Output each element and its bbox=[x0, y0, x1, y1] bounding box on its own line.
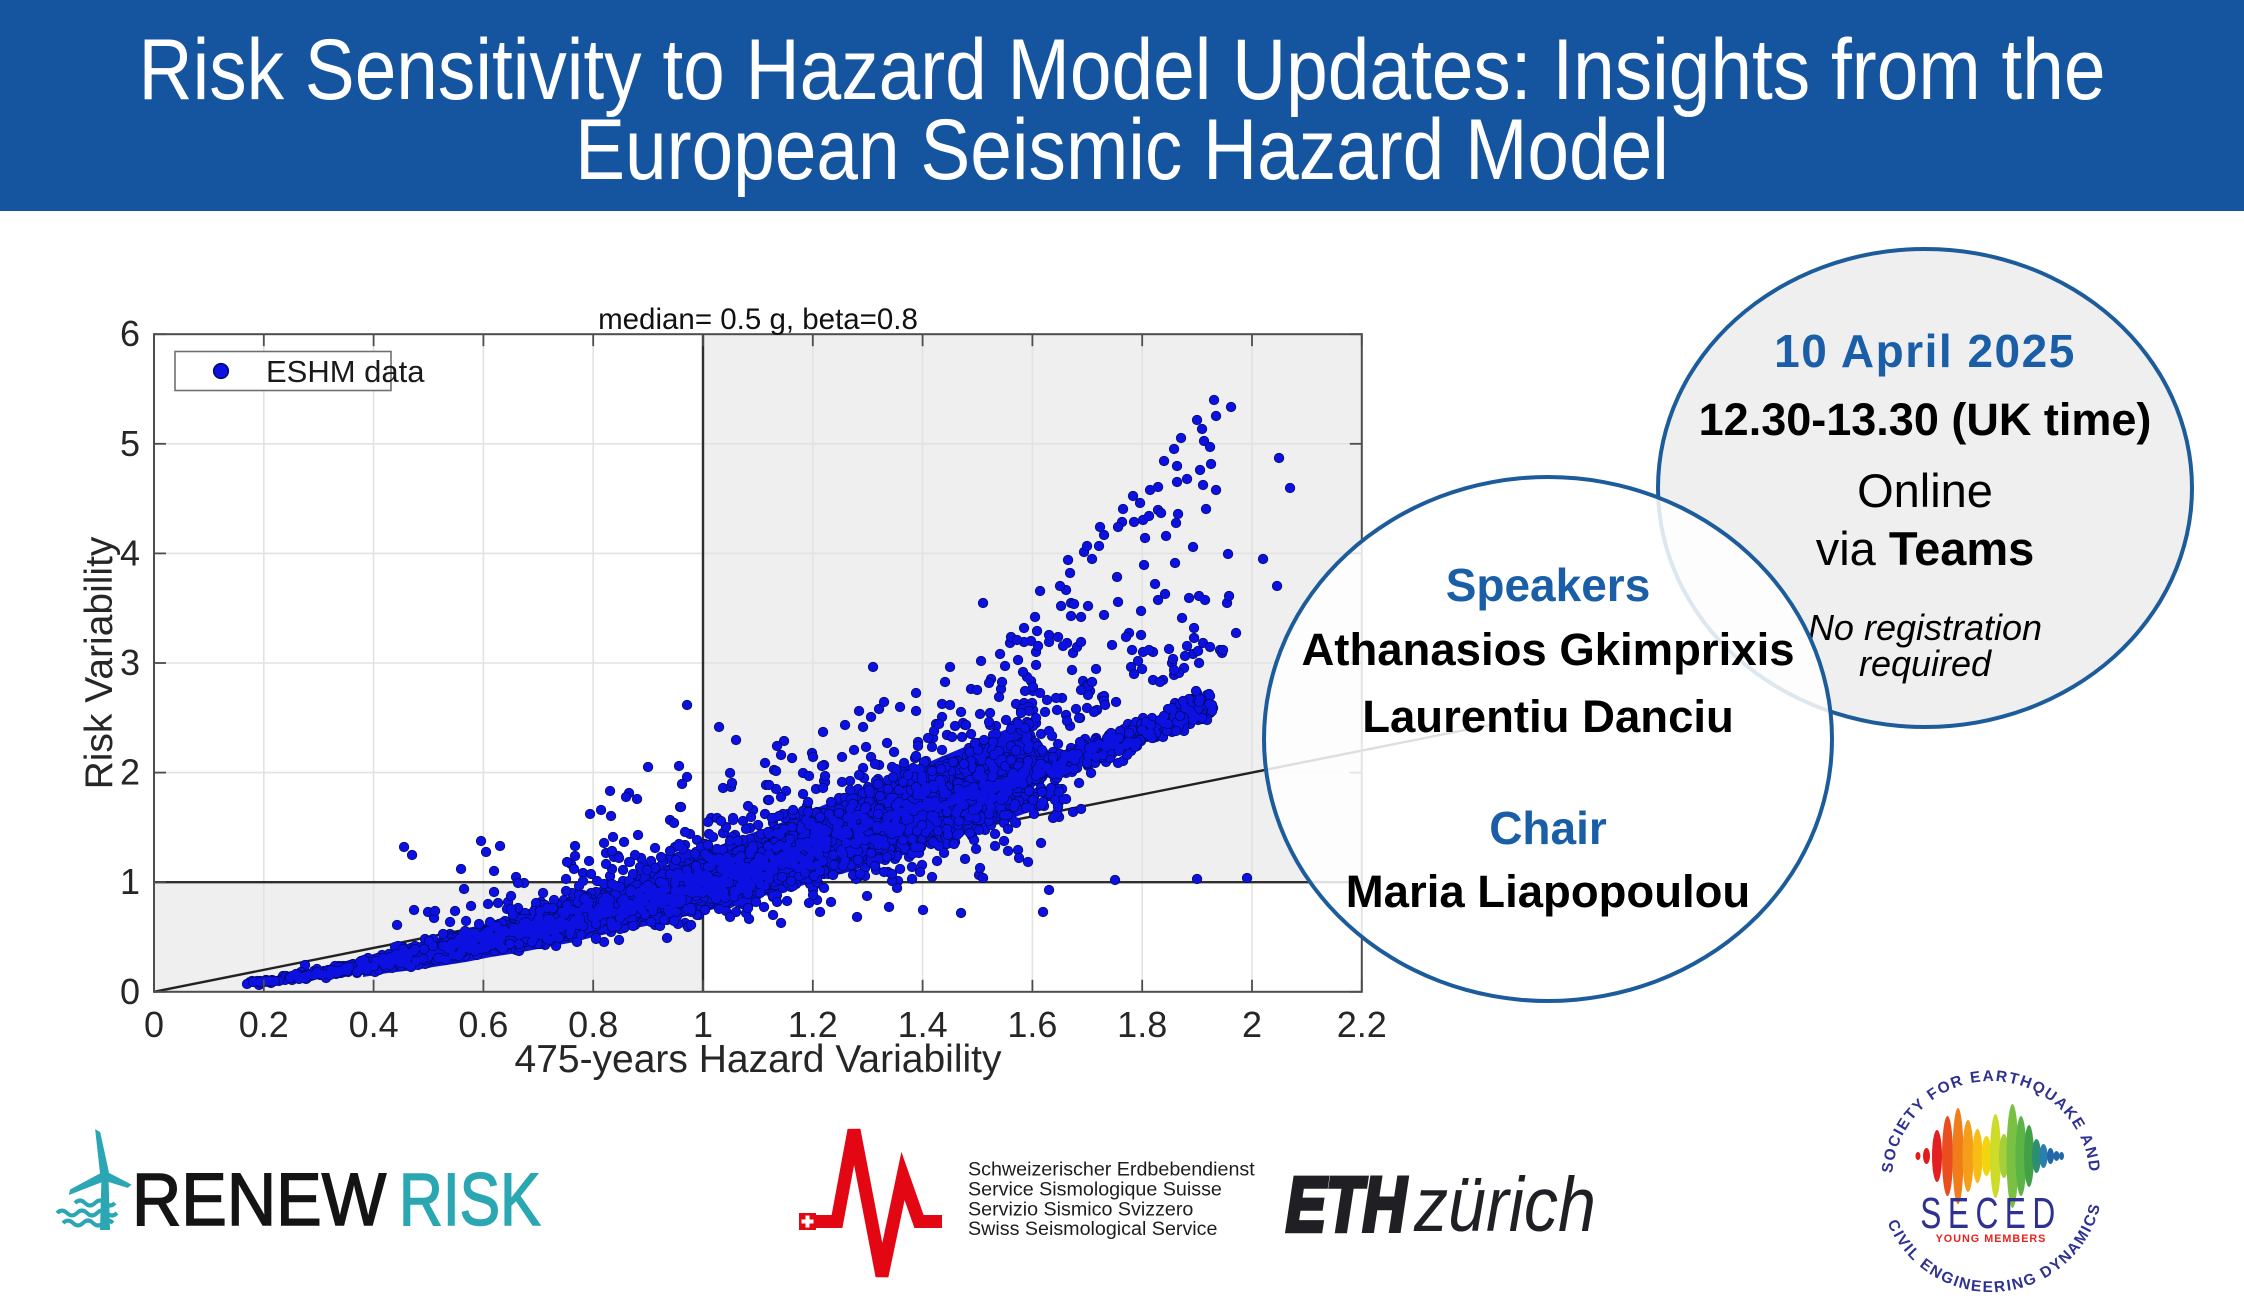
svg-text:Risk Variability: Risk Variability bbox=[78, 536, 121, 789]
svg-text:SECED: SECED bbox=[1920, 1189, 2062, 1238]
svg-text:1: 1 bbox=[693, 1004, 713, 1045]
svg-text:1.4: 1.4 bbox=[898, 1004, 948, 1045]
svg-text:0.4: 0.4 bbox=[349, 1004, 399, 1045]
svg-text:1.8: 1.8 bbox=[1117, 1004, 1167, 1045]
svg-text:ETH: ETH bbox=[1286, 1161, 1408, 1248]
svg-text:ESHM data: ESHM data bbox=[266, 354, 425, 389]
svg-text:0.8: 0.8 bbox=[568, 1004, 618, 1045]
svg-text:475-years Hazard Variability: 475-years Hazard Variability bbox=[515, 1038, 1002, 1081]
svg-text:5: 5 bbox=[120, 423, 140, 464]
svg-text:Schweizerischer Erdbebendienst: Schweizerischer Erdbebendienst bbox=[968, 1159, 1255, 1181]
svg-text:RENEW: RENEW bbox=[132, 1160, 386, 1242]
svg-text:0.2: 0.2 bbox=[239, 1004, 289, 1045]
svg-text:1: 1 bbox=[120, 861, 140, 902]
svg-text:6: 6 bbox=[120, 313, 140, 354]
svg-text:1.2: 1.2 bbox=[788, 1004, 838, 1045]
svg-text:1.6: 1.6 bbox=[1007, 1004, 1057, 1045]
svg-text:2: 2 bbox=[1242, 1004, 1262, 1045]
svg-text:YOUNG MEMBERS: YOUNG MEMBERS bbox=[1936, 1233, 2047, 1245]
svg-text:RISK: RISK bbox=[399, 1159, 541, 1241]
svg-text:Servizio Sismico Svizzero: Servizio Sismico Svizzero bbox=[968, 1198, 1193, 1220]
svg-text:Service Sismologique Suisse: Service Sismologique Suisse bbox=[968, 1178, 1222, 1200]
svg-text:3: 3 bbox=[120, 642, 140, 683]
svg-text:0.6: 0.6 bbox=[458, 1004, 508, 1045]
svg-text:4: 4 bbox=[120, 532, 140, 573]
svg-text:2.2: 2.2 bbox=[1337, 1004, 1387, 1045]
svg-text:0: 0 bbox=[144, 1004, 164, 1045]
svg-text:0: 0 bbox=[120, 971, 140, 1012]
svg-text:zürich: zürich bbox=[1413, 1162, 1596, 1248]
svg-text:median= 0.5 g, beta=0.8: median= 0.5 g, beta=0.8 bbox=[598, 303, 918, 336]
svg-text:Swiss Seismological Service: Swiss Seismological Service bbox=[968, 1218, 1218, 1240]
svg-text:2: 2 bbox=[120, 752, 140, 793]
